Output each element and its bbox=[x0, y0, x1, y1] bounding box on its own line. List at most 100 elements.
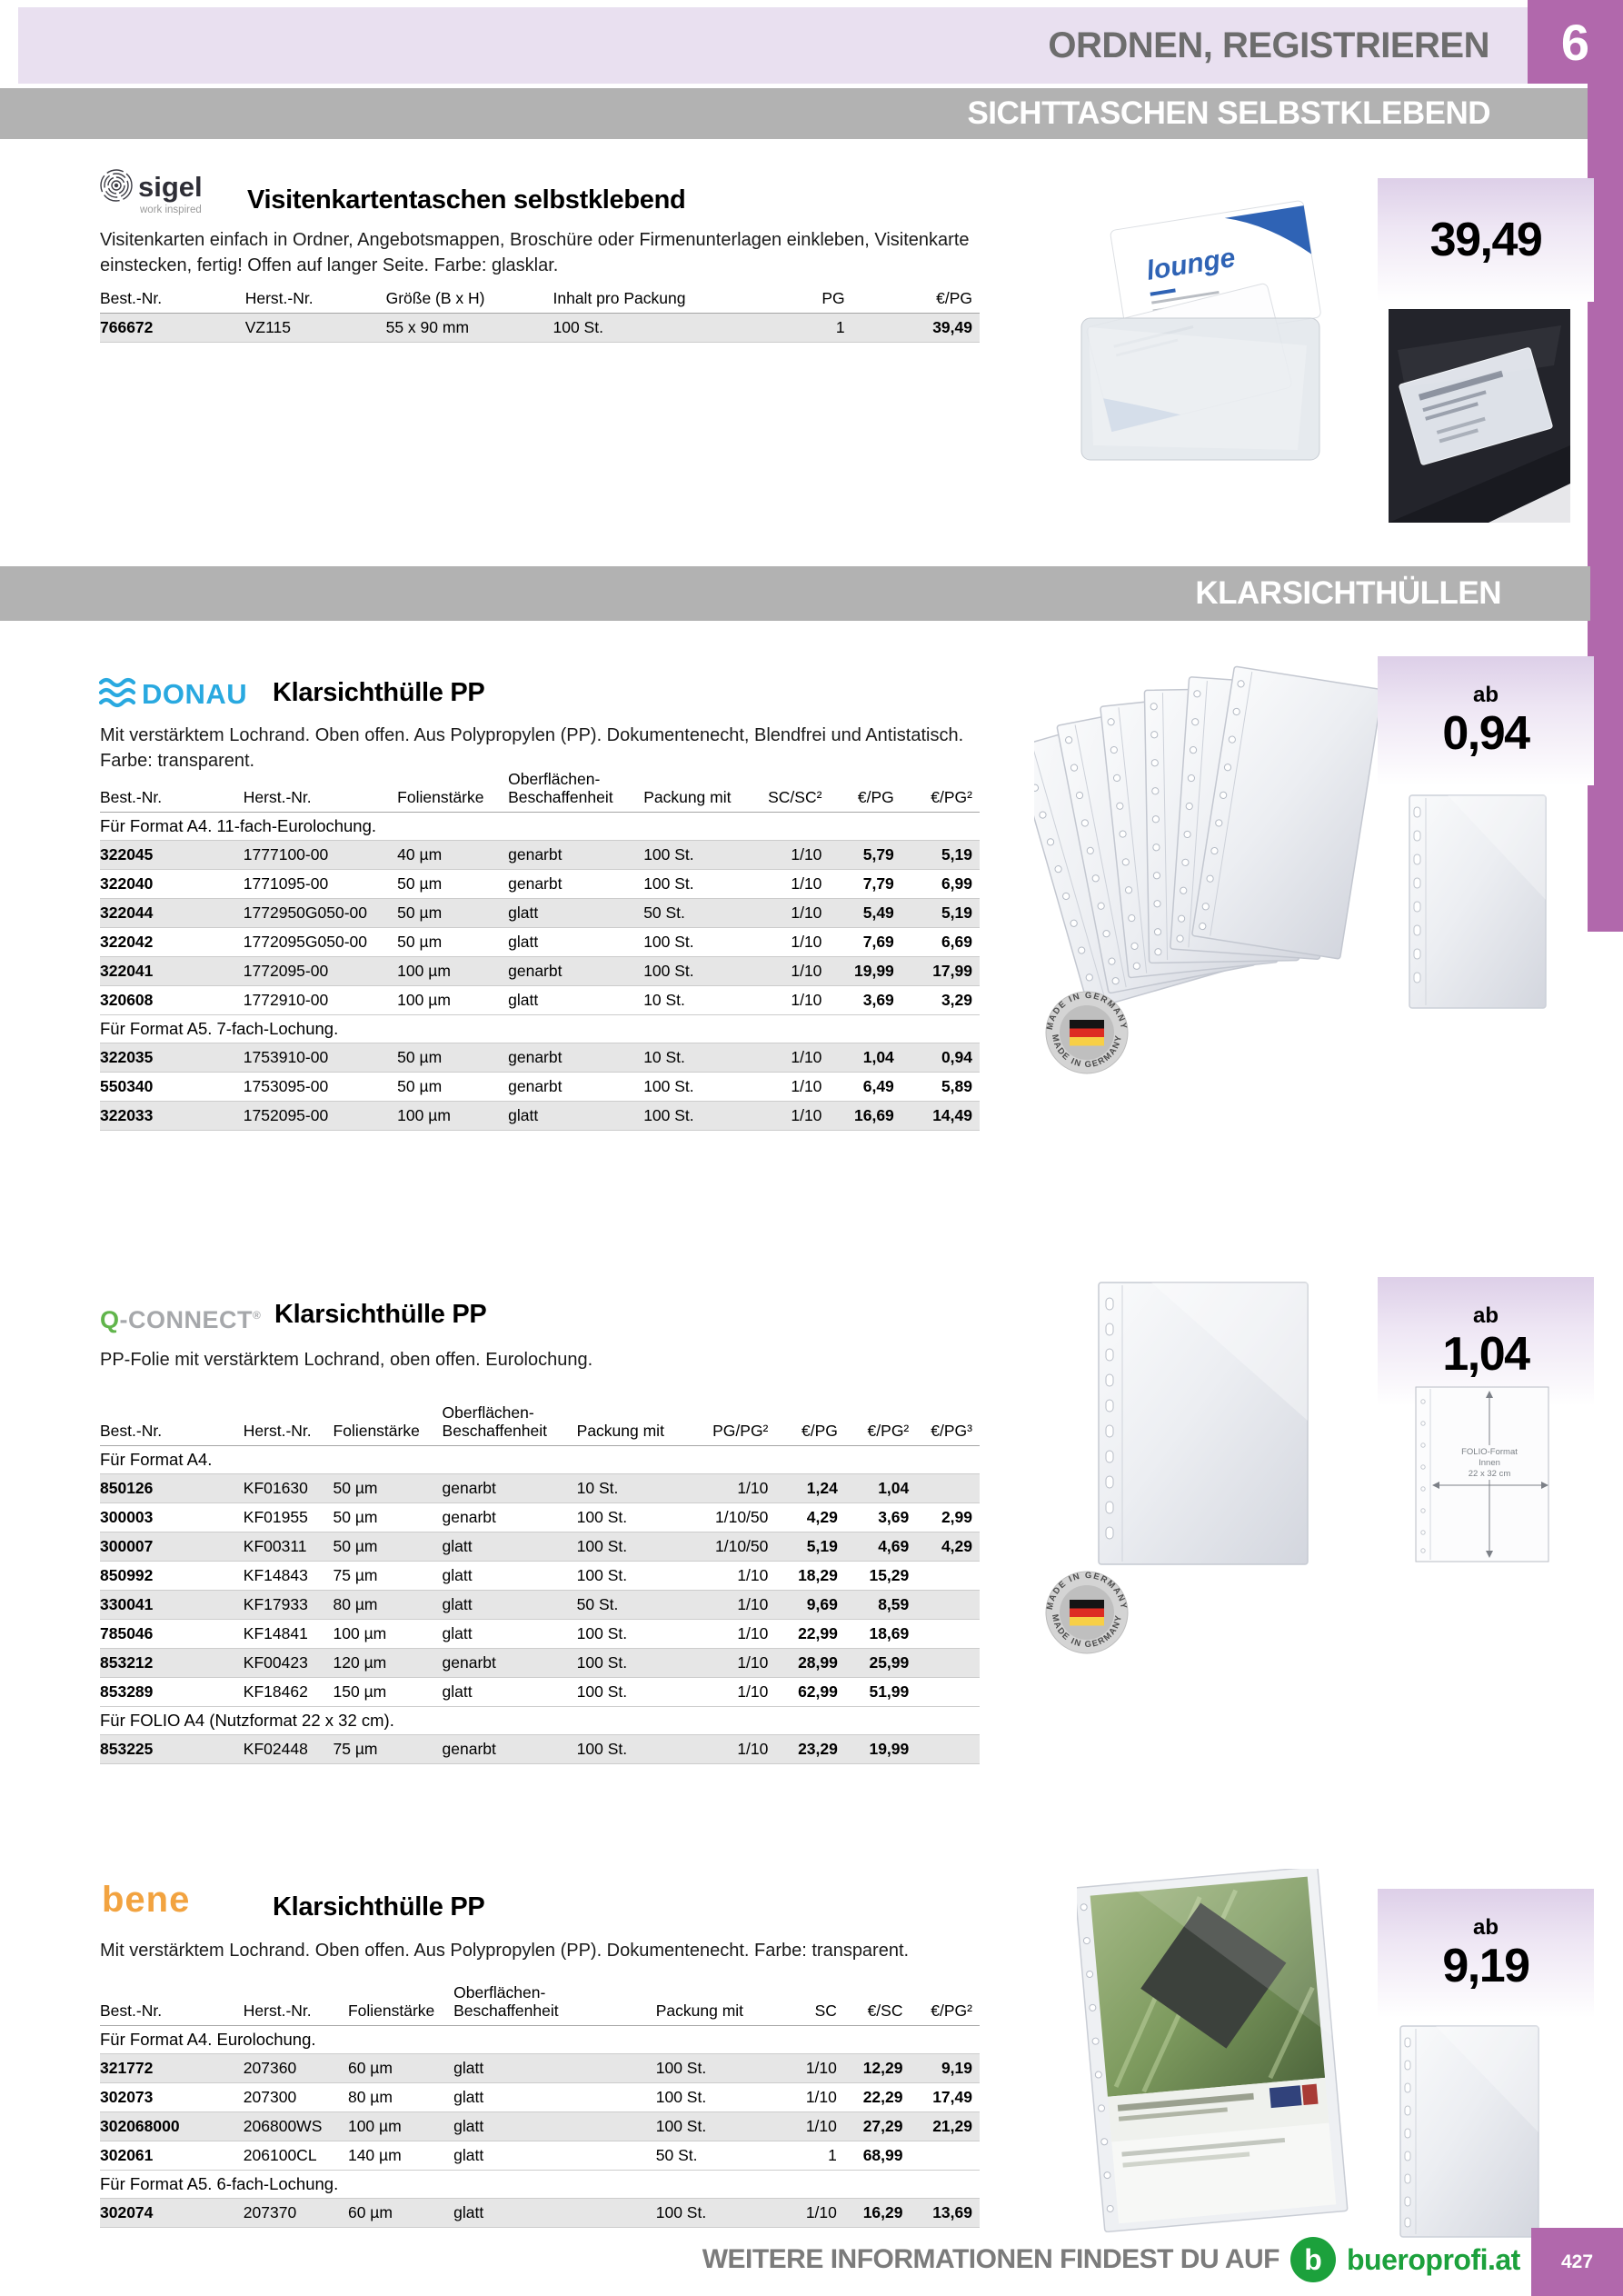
column-header: Herst.-Nr. bbox=[243, 768, 398, 814]
table-cell: 0,94 bbox=[901, 1043, 980, 1073]
table-cell: 10 St. bbox=[576, 1473, 695, 1504]
table-cell bbox=[916, 1590, 980, 1621]
table-cell: 100 St. bbox=[576, 1532, 695, 1562]
table-cell: 1752095-00 bbox=[243, 1101, 398, 1132]
table-cell: 1/10 bbox=[773, 2082, 844, 2113]
table-cell: glatt bbox=[453, 2053, 656, 2084]
table-cell: 300003 bbox=[100, 1502, 244, 1533]
table-cell: 55 x 90 mm bbox=[385, 313, 553, 344]
table-cell: 302074 bbox=[100, 2198, 244, 2229]
table-row: 322033 1752095-00 100 µm glatt 100 St. 1/10 16… bbox=[100, 1101, 980, 1132]
table-cell: 1753910-00 bbox=[243, 1043, 398, 1073]
table-cell: 22,99 bbox=[775, 1619, 845, 1650]
table-row: 322044 1772950G050-00 50 µm glatt 50 St. 1/10… bbox=[100, 898, 980, 929]
sigel-application-photo bbox=[1389, 309, 1570, 523]
table-cell: 1/10 bbox=[747, 956, 830, 987]
table-cell: 1771095-00 bbox=[243, 869, 398, 900]
chapter-tab: 6 bbox=[1528, 0, 1623, 84]
table-cell: 1,04 bbox=[829, 1043, 901, 1073]
table-cell: 302073 bbox=[100, 2082, 244, 2113]
table-cell: glatt bbox=[453, 2111, 656, 2142]
table-row: 853212 KF00423 120 µm genarbt 100 St. 1/10 28,… bbox=[100, 1648, 980, 1679]
bene-price-box: ab 9,19 bbox=[1378, 1889, 1594, 2018]
column-header: €/PG bbox=[775, 1402, 845, 1447]
table-cell: 150 µm bbox=[333, 1677, 443, 1708]
table-cell: 50 µm bbox=[397, 898, 509, 929]
qconnect-product-image bbox=[1098, 1282, 1309, 1565]
table-row: 766672 VZ115 55 x 90 mm 100 St. 1 39,49 bbox=[100, 313, 980, 344]
table-cell: 322044 bbox=[100, 898, 244, 929]
table-cell: 23,29 bbox=[775, 1734, 845, 1765]
table-cell: 25,99 bbox=[844, 1648, 917, 1679]
product-table: Best.-Nr. Herst.-Nr. Folienstärke Oberfläch… bbox=[100, 1402, 980, 1765]
table-cell: 1/10 bbox=[773, 2198, 844, 2229]
table-cell: 50 St. bbox=[643, 898, 748, 929]
table-cell: 100 St. bbox=[643, 840, 748, 871]
table-section-label: Für Format A4. bbox=[100, 1445, 980, 1475]
table-row: 302061 206100CL 140 µm glatt 50 St. 1 68,99 bbox=[100, 2141, 980, 2171]
table-cell: 100 µm bbox=[347, 2111, 454, 2142]
column-header: Packung mit bbox=[643, 768, 748, 814]
sigel-description: Visitenkarten einfach in Ordner, Angebot… bbox=[100, 230, 970, 276]
table-cell: 1/10 bbox=[694, 1561, 776, 1592]
category-band: ORDNEN, REGISTRIEREN bbox=[18, 7, 1528, 84]
table-cell: 100 µm bbox=[397, 985, 509, 1016]
table-cell: 17,99 bbox=[901, 956, 980, 987]
table-cell: 50 µm bbox=[333, 1473, 443, 1504]
table-cell: 100 St. bbox=[643, 1101, 748, 1132]
table-cell: 4,29 bbox=[775, 1502, 845, 1533]
table-cell: 300007 bbox=[100, 1532, 244, 1562]
column-header: PG bbox=[763, 287, 852, 314]
table-cell: 4,29 bbox=[916, 1532, 980, 1562]
table-cell: 39,49 bbox=[851, 313, 980, 344]
table-cell: 100 St. bbox=[643, 869, 748, 900]
table-cell bbox=[916, 1473, 980, 1504]
qconnect-logo: Q-CONNECT® bbox=[100, 1306, 261, 1334]
column-header: Best.-Nr. bbox=[100, 1982, 244, 2027]
table-row: 853225 KF02448 75 µm genarbt 100 St. 1/10 23,2… bbox=[100, 1734, 980, 1765]
table-cell: 322033 bbox=[100, 1101, 244, 1132]
table-cell: 1/10 bbox=[773, 2053, 844, 2084]
sigel-price: 39,49 bbox=[1429, 213, 1543, 266]
table-cell: genarbt bbox=[508, 840, 644, 871]
table-cell: glatt bbox=[442, 1619, 577, 1650]
table-cell: 5,19 bbox=[775, 1532, 845, 1562]
donau-wave-icon bbox=[98, 677, 136, 708]
donau-product-title: Klarsichthülle PP bbox=[273, 678, 485, 707]
table-cell: 16,69 bbox=[829, 1101, 901, 1132]
table-cell: 1/10 bbox=[694, 1648, 776, 1679]
table-cell: 206800WS bbox=[243, 2111, 348, 2142]
table-cell bbox=[916, 1648, 980, 1679]
column-header: Größe (B x H) bbox=[385, 287, 553, 314]
folio-label-2: Innen bbox=[1479, 1458, 1500, 1468]
column-header: Packung mit bbox=[655, 1982, 774, 2027]
column-header: Best.-Nr. bbox=[100, 287, 245, 314]
table-cell: 5,49 bbox=[829, 898, 901, 929]
donau-table: Best.-Nr. Herst.-Nr. Folienstärke Oberfläch… bbox=[100, 768, 980, 1132]
column-header: €/PG bbox=[829, 768, 901, 814]
table-row: 322035 1753910-00 50 µm genarbt 10 St. 1/10 1,… bbox=[100, 1043, 980, 1073]
page-number-box: 427 bbox=[1531, 2228, 1623, 2296]
table-row: 320608 1772910-00 100 µm glatt 10 St. 1/10 3,6… bbox=[100, 985, 980, 1016]
table-cell: 1 bbox=[763, 313, 852, 344]
product-table: Best.-Nr. Herst.-Nr. Folienstärke Oberfläch… bbox=[100, 768, 980, 1132]
german-flag-icon bbox=[1070, 1020, 1104, 1046]
table-cell: 100 St. bbox=[655, 2053, 774, 2084]
donau-brand-text: DONAU bbox=[142, 678, 247, 710]
table-cell: 5,19 bbox=[901, 898, 980, 929]
product-table: Best.-Nr. Herst.-Nr. Größe (B x H) Inhalt p… bbox=[100, 287, 980, 344]
table-cell: 321772 bbox=[100, 2053, 244, 2084]
column-header: PG/PG² bbox=[694, 1402, 776, 1447]
column-header: SC/SC² bbox=[747, 768, 830, 814]
table-row: 853289 KF18462 150 µm glatt 100 St. 1/10 62,99… bbox=[100, 1677, 980, 1708]
table-cell: 207370 bbox=[243, 2198, 348, 2229]
column-header: Folienstärke bbox=[333, 1402, 443, 1447]
table-cell: 2,99 bbox=[916, 1502, 980, 1533]
table-cell: KF01955 bbox=[243, 1502, 334, 1533]
qconnect-price: 1,04 bbox=[1442, 1328, 1530, 1382]
table-cell: 60 µm bbox=[347, 2053, 454, 2084]
chapter-number: 6 bbox=[1560, 13, 1590, 71]
table-cell: KF18462 bbox=[243, 1677, 334, 1708]
column-header: €/PG bbox=[851, 287, 980, 314]
folio-label-1: FOLIO-Format bbox=[1461, 1447, 1518, 1457]
